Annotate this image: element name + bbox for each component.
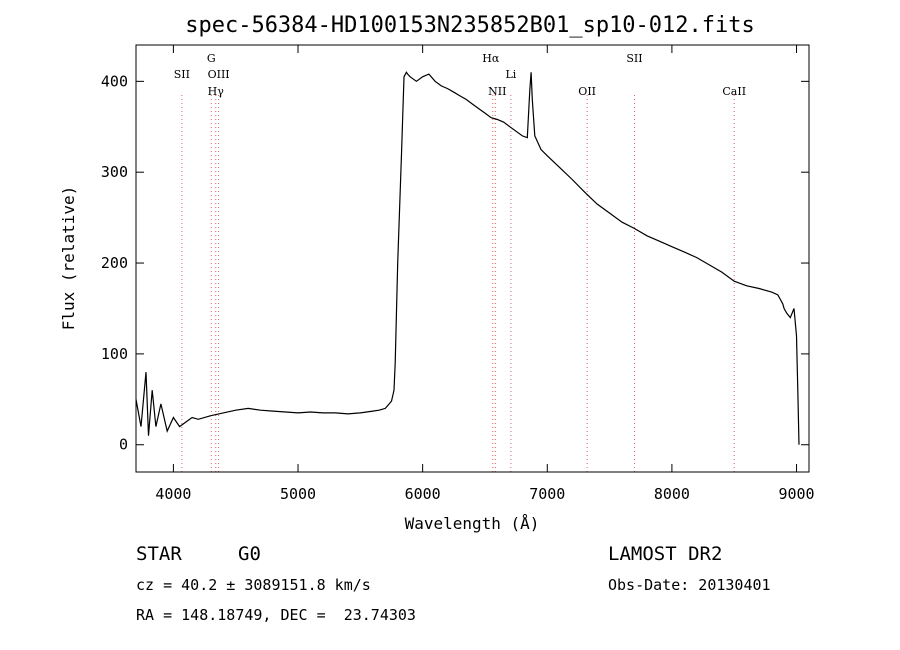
y-tick-label: 0 <box>119 436 128 454</box>
object-class: STAR <box>136 543 182 565</box>
y-tick-label: 100 <box>101 345 128 363</box>
line-marker-label: G <box>207 52 216 65</box>
line-marker-label: NII <box>488 85 506 98</box>
obs-date-text: Obs-Date: 20130401 <box>608 576 771 594</box>
coordinates-text: RA = 148.18749, DEC = 23.74303 <box>136 606 416 624</box>
plot-frame <box>135 44 810 473</box>
y-axis-ticks: 0 100 200 300 400 <box>101 72 809 454</box>
redshift-text: cz = 40.2 ± 3089151.8 km/s <box>136 576 371 594</box>
line-marker-label: Hα <box>482 52 500 65</box>
x-tick-label: 5000 <box>280 485 316 503</box>
line-marker-label: Hγ <box>208 85 225 98</box>
x-tick-label: 9000 <box>778 485 814 503</box>
line-marker-label: OII <box>578 85 596 98</box>
y-tick-label: 200 <box>101 254 128 272</box>
chart-title: spec-56384-HD100153N235852B01_sp10-012.f… <box>185 13 755 38</box>
line-marker-label: SII <box>626 52 642 65</box>
survey-name: LAMOST DR2 <box>608 543 723 565</box>
y-axis-label: Flux (relative) <box>59 186 78 331</box>
emission-line-markers: SII G OIII Hγ Hα NII Li OII SII CaII <box>174 52 746 472</box>
x-tick-label: 8000 <box>654 485 690 503</box>
line-marker-label: SII <box>174 68 190 81</box>
x-tick-label: 6000 <box>405 485 441 503</box>
spectrum-plot: spec-56384-HD100153N235852B01_sp10-012.f… <box>59 13 815 533</box>
x-tick-label: 4000 <box>155 485 191 503</box>
x-tick-label: 7000 <box>529 485 565 503</box>
y-tick-label: 400 <box>101 72 128 90</box>
line-marker-label: Li <box>505 68 516 81</box>
y-tick-label: 300 <box>101 163 128 181</box>
x-axis-label: Wavelength (Å) <box>405 514 540 533</box>
object-subclass: G0 <box>238 543 261 565</box>
x-axis-ticks: 4000 5000 6000 7000 8000 9000 <box>155 45 815 503</box>
line-marker-label: CaII <box>722 85 746 98</box>
line-marker-label: OIII <box>208 68 230 81</box>
spectrum-line <box>135 71 800 445</box>
